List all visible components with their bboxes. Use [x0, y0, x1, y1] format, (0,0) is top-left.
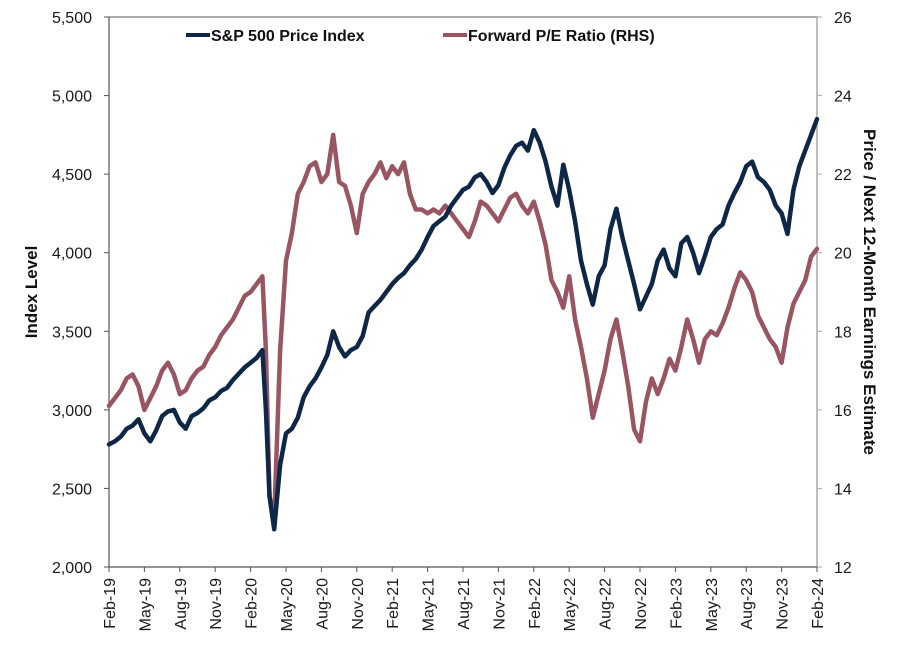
series-layer	[106, 116, 820, 532]
x-tick-label: May-19	[137, 578, 154, 631]
series-line-sp500	[106, 116, 820, 532]
legend-label-sp500: S&P 500 Price Index	[211, 28, 365, 45]
x-tick-label: Nov-19	[208, 578, 225, 630]
y-tick-label-left: 2,000	[52, 560, 92, 577]
x-tick-label: Nov-22	[633, 578, 650, 630]
x-tick-label: Aug-23	[739, 578, 756, 630]
y-tick-label-left: 3,500	[52, 324, 92, 341]
y-tick-label-left: 2,500	[52, 481, 92, 498]
x-tick-label: May-22	[562, 578, 579, 631]
y-tick-label-right: 20	[834, 246, 852, 263]
legend-label-pe: Forward P/E Ratio (RHS)	[468, 28, 655, 45]
y-tick-label-left: 5,000	[52, 89, 92, 106]
axes: 2,000 2,500 3,000 3,500 4,000 4,500 5,000 5,500…	[52, 10, 852, 631]
y-tick-label-right: 16	[834, 403, 852, 420]
x-tick-label: Feb-22	[527, 578, 544, 629]
x-tick-label: May-20	[279, 578, 296, 631]
y-axis-title-right: Price / Next 12-Month Earnings Estimate	[860, 129, 879, 455]
x-tick-label: May-23	[704, 578, 721, 631]
y-tick-label-left: 4,000	[52, 246, 92, 263]
x-tick-label: Aug-20	[314, 578, 331, 630]
x-tick-label: Nov-20	[350, 578, 367, 630]
x-tick-label: Feb-24	[810, 578, 827, 629]
x-tick-label: May-21	[421, 578, 438, 631]
x-tick-label: Nov-21	[491, 578, 508, 630]
y-tick-label-right: 26	[834, 10, 852, 27]
y-tick-label-left: 4,500	[52, 167, 92, 184]
series-line-forward-pe	[106, 132, 820, 523]
x-tick-label: Aug-22	[598, 578, 615, 630]
x-tick-label: Feb-19	[102, 578, 119, 629]
y-tick-label-left: 3,000	[52, 403, 92, 420]
x-tick-label: Aug-19	[173, 578, 190, 630]
x-tick-label: Nov-23	[775, 578, 792, 630]
y-tick-label-right: 24	[834, 89, 852, 106]
y-tick-label-right: 18	[834, 324, 852, 341]
x-tick-label: Feb-20	[244, 578, 261, 629]
y-tick-label-right: 22	[834, 167, 852, 184]
legend: S&P 500 Price Index Forward P/E Ratio (R…	[186, 28, 655, 45]
x-tick-label: Aug-21	[456, 578, 473, 630]
x-tick-label: Feb-21	[385, 578, 402, 629]
y-tick-label-left: 5,500	[52, 10, 92, 27]
y-tick-label-right: 14	[834, 481, 852, 498]
y-axis-title-left: Index Level	[22, 246, 41, 339]
x-tick-label: Feb-23	[668, 578, 685, 629]
y-tick-label-right: 12	[834, 560, 852, 577]
